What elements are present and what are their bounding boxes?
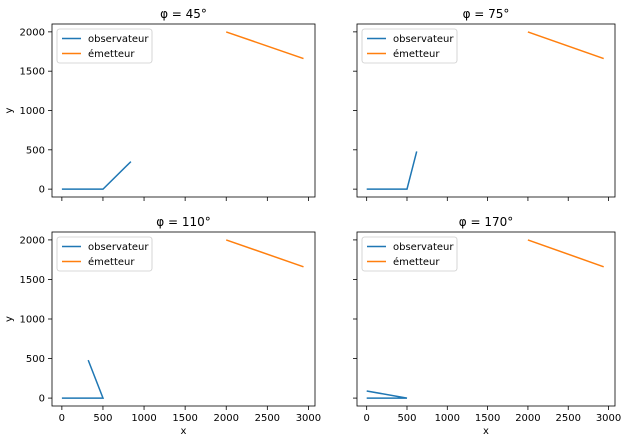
- panel-3-legend-label: émetteur: [88, 256, 135, 268]
- panel-3-series-emetteur-line: [225, 239, 304, 268]
- panel-4-x-tick-label: 500: [397, 413, 416, 424]
- panel-1-series-observateur-line: [61, 161, 132, 190]
- panel-1-frame: [51, 23, 316, 198]
- panel-4-legend-box: [361, 236, 458, 272]
- panel-1-legend: observateur émetteur: [56, 28, 153, 64]
- panel-3-legend-label: observateur: [88, 242, 149, 253]
- panel-4-x-tick-label: 0: [363, 413, 369, 424]
- panel-2-title: φ = 75°: [463, 7, 510, 21]
- panel-4-title: φ = 170°: [459, 215, 514, 229]
- panel-2-legend-label: émetteur: [393, 48, 440, 60]
- panel-1-y-tick-label: 500: [26, 145, 45, 156]
- panel-2-series-observateur-line: [366, 151, 418, 190]
- panel-3-series-observateur-line: [61, 359, 105, 399]
- panel-1-y-tick-label: 2000: [20, 27, 45, 38]
- panel-3-y-tick-label: 500: [26, 354, 45, 365]
- panel-1-y-tick-label: 1500: [20, 67, 45, 78]
- panel-4-x-axis-label: x: [483, 426, 489, 437]
- panel-2: φ = 75° observateur émetteur: [353, 7, 616, 201]
- panel-3-y-tick-label: 1500: [20, 275, 45, 286]
- panel-1-y-tick-label: 0: [39, 185, 45, 196]
- panel-4-x-tick-label: 1000: [435, 413, 460, 424]
- panel-4-legend: observateur émetteur: [361, 236, 458, 272]
- panel-3-y-tick-label: 1000: [20, 315, 45, 326]
- panel-2-legend-box: [361, 28, 458, 64]
- panel-3-x-tick-label: 1000: [131, 413, 156, 424]
- panel-1-series-emetteur-line: [225, 31, 304, 60]
- panel-3-legend-box: [56, 236, 153, 272]
- panel-3-y-axis-label: y: [4, 316, 15, 322]
- panel-3-title: φ = 110°: [156, 215, 211, 229]
- panel-4-x-tick-label: 2500: [556, 413, 581, 424]
- panel-1-legend-label: émetteur: [88, 48, 135, 60]
- panel-1-y-tick-label: 1000: [20, 106, 45, 117]
- panel-4-legend-label: émetteur: [393, 256, 440, 268]
- panel-4-x-tick-label: 3000: [596, 413, 621, 424]
- panel-2-legend-label: observateur: [393, 34, 454, 45]
- panel-4-x-tick-label: 1500: [475, 413, 500, 424]
- panel-1-y-axis-label: y: [4, 107, 15, 113]
- panel-1-legend-box: [56, 28, 153, 64]
- panel-3-x-tick-label: 0: [59, 413, 65, 424]
- panel-4-x-tick-label: 2000: [515, 413, 540, 424]
- panel-2-legend: observateur émetteur: [361, 28, 458, 64]
- panel-3-x-tick-label: 1500: [172, 413, 197, 424]
- panel-4: φ = 170° 0 500 1000 1500 2000 2500 3000 x observa…: [353, 215, 621, 437]
- panel-3-x-axis-label: x: [181, 426, 187, 437]
- panel-3-frame: [51, 231, 316, 407]
- panel-3-x-tick-label: 2500: [255, 413, 280, 424]
- panel-1: φ = 45° 0 500 1000 1500 2000 y observateur émett…: [4, 7, 316, 201]
- panel-3-y-tick-label: 2000: [20, 235, 45, 246]
- panel-4-legend-label: observateur: [393, 242, 454, 253]
- panel-4-series-emetteur-line: [527, 239, 604, 268]
- panel-4-frame: [356, 231, 616, 407]
- panel-3-y-tick-label: 0: [39, 394, 45, 405]
- panel-3-legend: observateur émetteur: [56, 236, 153, 272]
- panel-3-x-tick-label: 500: [93, 413, 112, 424]
- panel-2-frame: [356, 23, 616, 198]
- panel-1-legend-label: observateur: [88, 34, 149, 45]
- panel-4-series-observateur-line: [366, 390, 408, 399]
- panel-3-x-tick-label: 3000: [296, 413, 321, 424]
- panel-2-series-emetteur-line: [527, 31, 604, 60]
- panel-1-title: φ = 45°: [160, 7, 207, 21]
- panel-3: φ = 110° 0 500 1000 1500 2000 2500 3000 0 500 1000…: [4, 215, 321, 437]
- panel-3-x-tick-label: 2000: [214, 413, 239, 424]
